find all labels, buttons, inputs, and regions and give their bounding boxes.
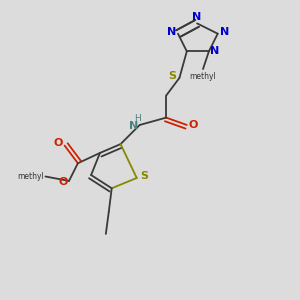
Text: methyl: methyl: [190, 72, 216, 81]
Text: S: S: [140, 172, 148, 182]
Text: N: N: [220, 27, 229, 37]
Text: methyl: methyl: [17, 172, 44, 181]
Text: N: N: [210, 46, 219, 56]
Text: O: O: [53, 138, 63, 148]
Text: N: N: [167, 27, 176, 37]
Text: S: S: [168, 70, 176, 80]
Text: N: N: [193, 12, 202, 22]
Text: O: O: [58, 177, 68, 188]
Text: H: H: [134, 114, 141, 123]
Text: O: O: [189, 120, 198, 130]
Text: N: N: [129, 122, 138, 131]
